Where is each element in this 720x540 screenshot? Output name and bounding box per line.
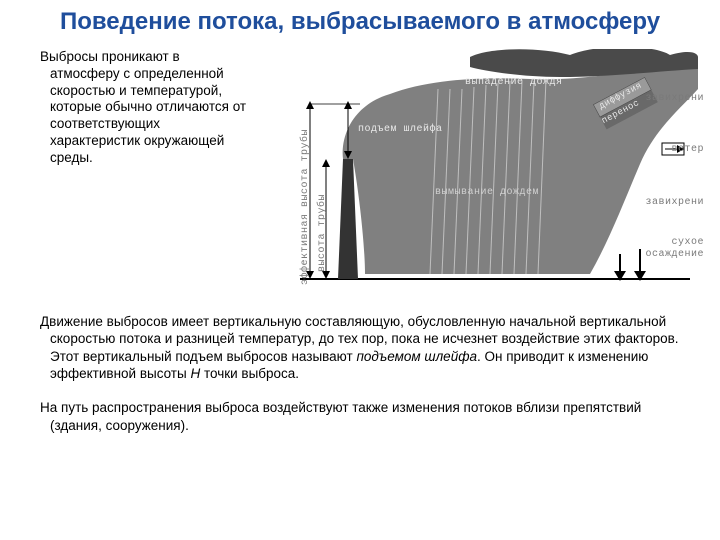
- lower-section: Движение выбросов имеет вертикальную сос…: [0, 299, 720, 434]
- label-eff-height: эффективная высота трубы: [300, 129, 311, 285]
- label-rain-fall: выпадение дождя: [465, 77, 563, 88]
- page-title: Поведение потока, выбрасываемого в атмос…: [0, 0, 720, 43]
- paragraph-2: На путь распространения выброса воздейст…: [40, 399, 680, 434]
- paragraph-1: Движение выбросов имеет вертикальную сос…: [40, 313, 680, 383]
- para1-em: подъемом шлейфа: [356, 349, 477, 364]
- para1-em2: H: [190, 366, 200, 381]
- label-swirl-top: завихрени: [645, 93, 704, 104]
- label-stack-height: высота трубы: [317, 194, 328, 272]
- upper-section: Выбросы проникают в атмосферу с определе…: [0, 43, 720, 299]
- plume-diagram: эффективная высота трубы высота трубы по…: [260, 49, 700, 299]
- para1-post2: точки выброса.: [200, 366, 299, 381]
- intro-text: Выбросы проникают в атмосферу с определе…: [40, 49, 252, 299]
- label-dry1: сухое: [671, 237, 704, 248]
- label-rain-wash: вымывание дождем: [435, 187, 539, 198]
- label-wind: ветер: [671, 144, 704, 155]
- label-dry2: осаждение: [645, 249, 704, 260]
- label-plume-rise: подъем шлейфа: [358, 124, 443, 135]
- label-swirl-bot: завихрени: [645, 197, 704, 208]
